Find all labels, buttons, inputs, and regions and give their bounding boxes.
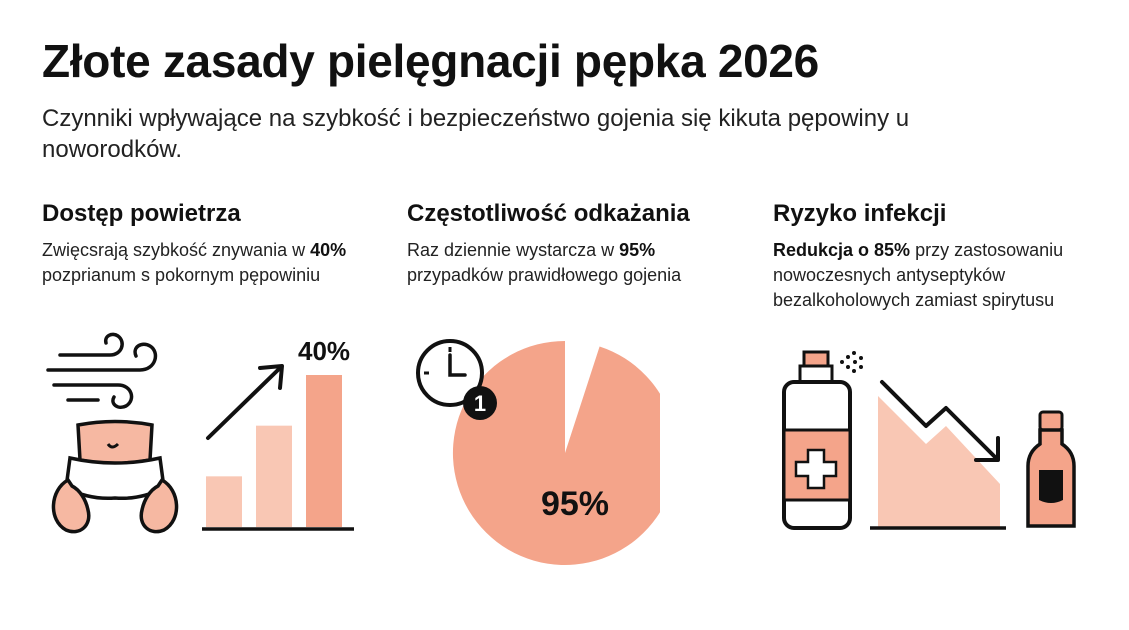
column-text-air: Zwięcsrają szybkość znywania w 40% pozpr… [42, 238, 362, 288]
bar-chart-label: 40% [298, 336, 350, 366]
column-text-infection: Redukcja o 85% przy zastosowaniu nowocze… [773, 238, 1113, 313]
clock-once-icon: 1 [416, 339, 497, 420]
up-arrow-icon [206, 364, 284, 440]
wind-baby-icon [46, 332, 179, 534]
column-text-highlight: 95% [619, 240, 656, 260]
column-text-part: Zwięcsrają szybkość znywania w [42, 240, 311, 260]
bar-1 [206, 476, 242, 527]
bar-group [206, 375, 342, 527]
pie-slice-95 [452, 341, 660, 565]
column-title-infection: Ryzyko infekcji [773, 200, 947, 227]
column-text-highlight: Redukcja o 85% [773, 240, 911, 260]
decline-area [878, 396, 1000, 528]
bar-3 [306, 375, 342, 527]
down-arrow-icon [880, 380, 1000, 462]
clock-badge: 1 [474, 391, 486, 416]
column-text-highlight: 40% [310, 240, 347, 260]
bar-chart: 40% [202, 336, 354, 531]
column-text-part: przypadków prawidłowego gojenia [407, 265, 682, 285]
spray-bottle-icon [782, 350, 863, 530]
column-title-disinfection: Częstotliwość odkażania [407, 200, 690, 227]
bar-2 [256, 425, 292, 527]
alcohol-bottle-icon [1026, 410, 1076, 528]
infection-illustration [782, 350, 1076, 530]
column-text-part: pozprianum s pokornym pępowiniu [42, 265, 321, 285]
column-text-disinfection: Raz dziennie wystarcza w 95% przypadków … [407, 238, 707, 288]
column-text-part: Raz dziennie wystarcza w [407, 240, 620, 260]
page-title: Złote zasady pielęgnacji pępka 2026 [42, 35, 819, 87]
column-text-part: przy zastosowaniu nowoczesnych antysepty… [773, 240, 1064, 310]
pie-chart-label: 95% [541, 485, 609, 523]
page-subtitle: Czynniki wpływające na szybkość i bezpie… [42, 105, 910, 163]
column-title-air: Dostęp powietrza [42, 200, 241, 227]
pie-chart: 1 95% [416, 339, 660, 565]
